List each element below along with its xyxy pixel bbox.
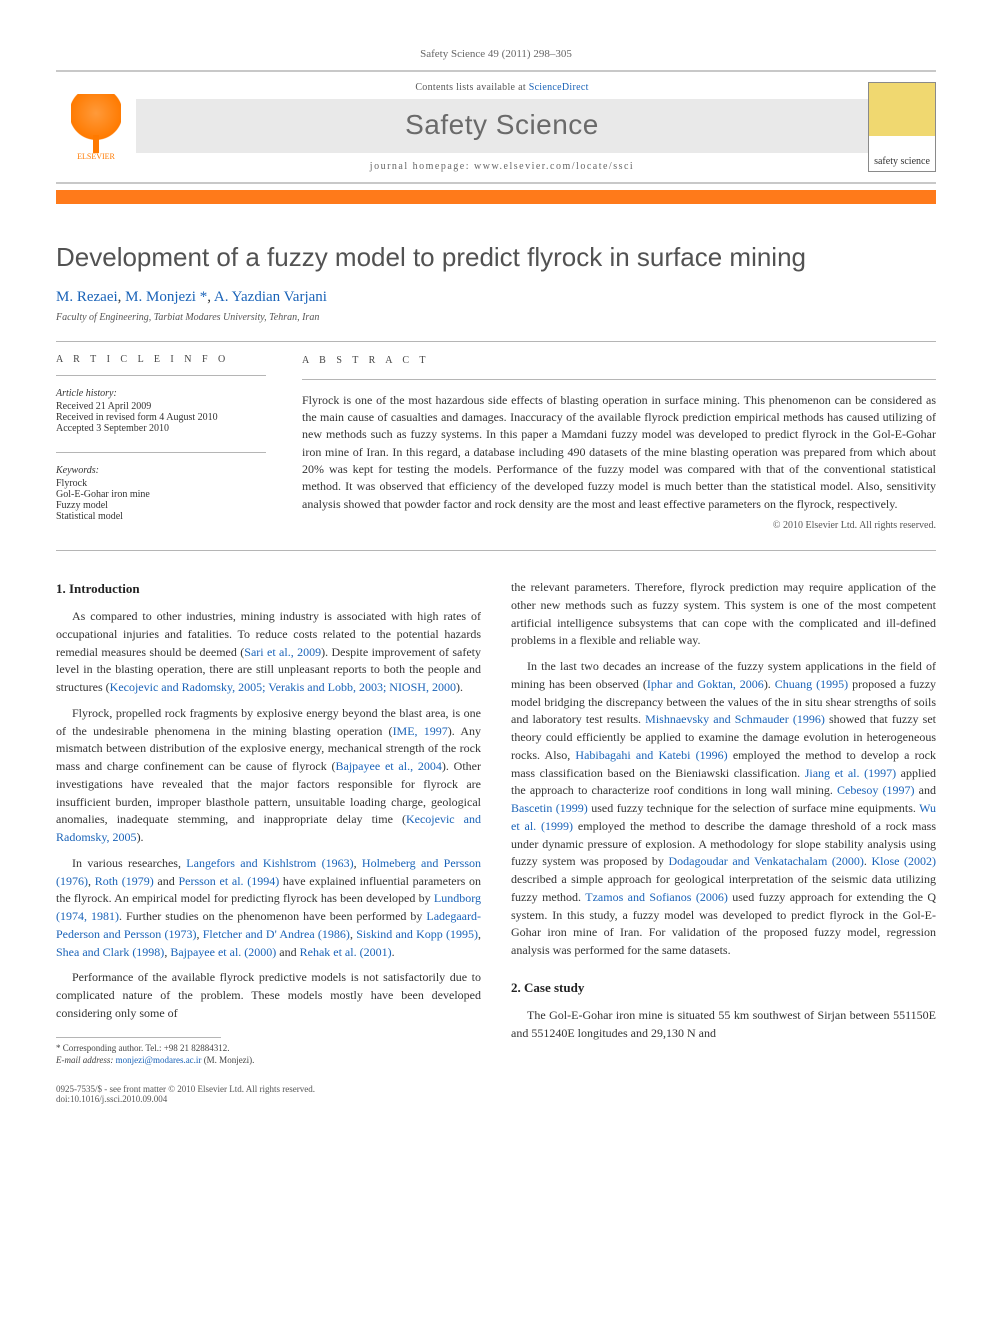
page-footer: 0925-7535/$ - see front matter © 2010 El… [56, 1084, 936, 1104]
abstract-column: A B S T R A C T Flyrock is one of the mo… [302, 354, 936, 540]
history-line: Received 21 April 2009 [56, 401, 266, 412]
keyword: Gol-E-Gohar iron mine [56, 489, 266, 500]
citation-link[interactable]: Fletcher and D' Andrea (1986) [203, 927, 350, 941]
citation-link[interactable]: IME, 1997 [393, 724, 448, 738]
author-link[interactable]: A. Yazdian Varjani [214, 289, 327, 305]
contents-prefix: Contents lists available at [415, 82, 528, 93]
citation-link[interactable]: Siskind and Kopp (1995) [356, 927, 478, 941]
citation-link[interactable]: Mishnaevsky and Schmauder (1996) [645, 712, 825, 726]
citation-link[interactable]: Persson et al. (1994) [178, 874, 279, 888]
citation-link[interactable]: Bascetin (1999) [511, 801, 588, 815]
footer-copyright: 0925-7535/$ - see front matter © 2010 El… [56, 1084, 315, 1094]
article-history: Article history: Received 21 April 2009 … [56, 388, 266, 434]
keywords-title: Keywords: [56, 465, 266, 476]
orange-rule [56, 190, 936, 204]
body-text: 1. Introduction As compared to other ind… [56, 579, 936, 1066]
homepage-prefix: journal homepage: [370, 161, 474, 172]
section-heading: 2. Case study [511, 978, 936, 997]
history-line: Accepted 3 September 2010 [56, 423, 266, 434]
citation-link[interactable]: Bajpayee et al., 2004 [336, 759, 442, 773]
section-heading: 1. Introduction [56, 579, 481, 598]
citation-link[interactable]: Dodagoudar and Venkatachalam (2000) [668, 854, 863, 868]
journal-reference: Safety Science 49 (2011) 298–305 [56, 48, 936, 60]
citation-link[interactable]: Klose (2002) [871, 854, 936, 868]
affiliation: Faculty of Engineering, Tarbiat Modares … [56, 312, 936, 323]
footnote-separator [56, 1037, 221, 1038]
contents-line: Contents lists available at ScienceDirec… [136, 82, 868, 93]
keywords-block: Keywords: Flyrock Gol-E-Gohar iron mine … [56, 465, 266, 522]
keyword: Flyrock [56, 478, 266, 489]
elsevier-label: ELSEVIER [77, 152, 115, 161]
citation-link[interactable]: Kecojevic and Radomsky, 2005; Verakis an… [110, 680, 456, 694]
article-info-label: A R T I C L E I N F O [56, 354, 266, 365]
citation-link[interactable]: Tzamos and Sofianos (2006) [585, 890, 728, 904]
article-title: Development of a fuzzy model to predict … [56, 242, 936, 273]
journal-cover-thumbnail: safety science [868, 82, 936, 172]
author-link[interactable]: M. Monjezi [125, 289, 196, 305]
email-label: E-mail address: [56, 1055, 113, 1065]
citation-link[interactable]: Rehak et al. (2001) [300, 945, 392, 959]
citation-link[interactable]: Chuang (1995) [775, 677, 848, 691]
citation-link[interactable]: Bajpayee et al. (2000) [170, 945, 276, 959]
citation-link[interactable]: Jiang et al. (1997) [805, 766, 896, 780]
elsevier-logo: ELSEVIER [56, 82, 136, 172]
footnote-line: * Corresponding author. Tel.: +98 21 828… [56, 1042, 481, 1054]
citation-link[interactable]: Shea and Clark (1998) [56, 945, 164, 959]
email-link[interactable]: monjezi@modares.ac.ir [116, 1055, 202, 1065]
journal-homepage: journal homepage: www.elsevier.com/locat… [136, 161, 868, 172]
corresponding-footnote: * Corresponding author. Tel.: +98 21 828… [56, 1042, 481, 1066]
abstract-label: A B S T R A C T [302, 354, 936, 369]
author-link[interactable]: M. Rezaei [56, 289, 118, 305]
article-info-column: A R T I C L E I N F O Article history: R… [56, 354, 266, 540]
keyword: Statistical model [56, 511, 266, 522]
abstract-text: Flyrock is one of the most hazardous sid… [302, 392, 936, 514]
divider [56, 341, 936, 342]
abstract-copyright: © 2010 Elsevier Ltd. All rights reserved… [302, 519, 936, 534]
corresponding-marker[interactable]: * [200, 289, 208, 305]
history-title: Article history: [56, 388, 266, 399]
citation-link[interactable]: Iphar and Goktan, 2006 [647, 677, 764, 691]
citation-link[interactable]: Habibagahi and Katebi (1996) [575, 748, 727, 762]
citation-link[interactable]: Sari et al., 2009 [244, 645, 321, 659]
citation-link[interactable]: Langefors and Kishlstrom (1963) [186, 856, 353, 870]
divider [56, 550, 936, 551]
journal-title: Safety Science [136, 99, 868, 153]
keyword: Fuzzy model [56, 500, 266, 511]
journal-header: ELSEVIER Contents lists available at Sci… [56, 70, 936, 184]
citation-link[interactable]: Roth (1979) [95, 874, 154, 888]
footer-doi: doi:10.1016/j.ssci.2010.09.004 [56, 1094, 315, 1104]
history-line: Received in revised form 4 August 2010 [56, 412, 266, 423]
sciencedirect-link[interactable]: ScienceDirect [529, 82, 589, 93]
authors: M. Rezaei, M. Monjezi *, A. Yazdian Varj… [56, 289, 936, 306]
citation-link[interactable]: Cebesoy (1997) [837, 783, 915, 797]
email-owner: (M. Monjezi). [204, 1055, 255, 1065]
homepage-url: www.elsevier.com/locate/ssci [474, 161, 634, 172]
